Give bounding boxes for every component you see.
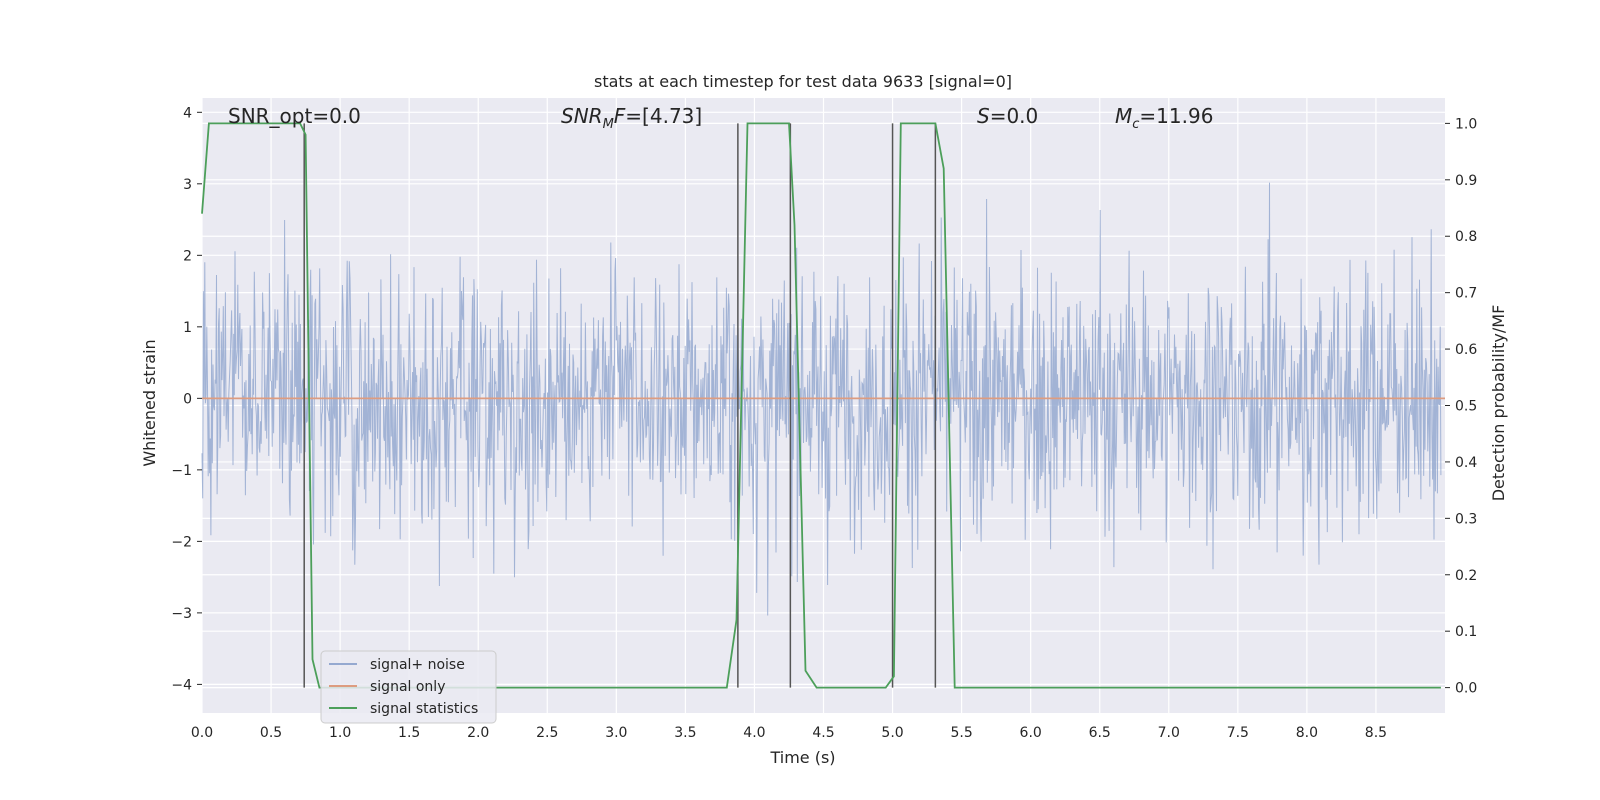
x-tick-label: 4.0 xyxy=(743,725,765,741)
y2-tick-label: 0.2 xyxy=(1455,568,1477,584)
x-tick-label: 1.5 xyxy=(398,725,420,741)
y2-tick-labels: 1.0 0.9 0.8 0.7 0.6 0.5 0.4 0.3 0.2 0.1 0.0 xyxy=(1445,116,1477,697)
annotation-s: S=0.0 xyxy=(977,104,1038,128)
annotation-mc: Mc=11.96 xyxy=(1115,104,1213,132)
y2-tick-label: 0.1 xyxy=(1455,624,1477,640)
y2-tick-label: 0.0 xyxy=(1455,681,1477,697)
y-tick-label: 2 xyxy=(183,248,192,264)
x-tick-label: 0.0 xyxy=(191,725,213,741)
y2-tick-label: 0.5 xyxy=(1455,399,1477,415)
x-tick-label: 8.0 xyxy=(1296,725,1318,741)
x-tick-label: 7.0 xyxy=(1158,725,1180,741)
chart-title: stats at each timestep for test data 963… xyxy=(594,72,1012,91)
x-tick-label: 5.5 xyxy=(950,725,972,741)
annotation-snr-opt: SNR_opt=0.0 xyxy=(228,104,361,128)
x-tick-label: 8.5 xyxy=(1365,725,1387,741)
x-tick-label: 3.0 xyxy=(605,725,627,741)
x-tick-label: 2.0 xyxy=(467,725,489,741)
x-tick-labels: 0.0 0.5 1.0 1.5 2.0 2.5 3.0 3.5 4.0 4.5 5.0 5.5 6.0 6… xyxy=(191,725,1387,741)
y-tick-label: −1 xyxy=(171,463,192,479)
y-tick-label: −4 xyxy=(171,677,192,693)
legend-label-signal-only: signal only xyxy=(370,679,445,695)
x-axis-label: Time (s) xyxy=(769,748,835,767)
y2-tick-label: 0.3 xyxy=(1455,511,1477,527)
legend-label-statistics: signal statistics xyxy=(370,701,478,717)
y-tick-label: −3 xyxy=(171,606,192,622)
noise-trace xyxy=(201,182,1442,616)
y2-axis-label: Detection probability/MF xyxy=(1489,305,1508,502)
y-tick-labels: 4 3 2 1 0 −1 −2 −3 −4 xyxy=(171,105,202,693)
y-tick-label: −2 xyxy=(171,534,192,550)
y-tick-label: 4 xyxy=(183,105,192,121)
y-tick-label: 0 xyxy=(183,391,192,407)
x-tick-label: 4.5 xyxy=(812,725,834,741)
y2-tick-label: 0.9 xyxy=(1455,173,1477,189)
y-tick-label: 3 xyxy=(183,177,192,193)
y2-tick-label: 0.7 xyxy=(1455,286,1477,302)
signal-statistics-series xyxy=(201,122,1441,689)
legend-label-noise: signal+ noise xyxy=(370,657,465,673)
x-tick-label: 2.5 xyxy=(536,725,558,741)
annotation-snr-mf: SNRMF=[4.73] xyxy=(561,104,702,132)
legend-box xyxy=(320,650,497,724)
x-tick-label: 3.5 xyxy=(674,725,696,741)
y2-tick-label: 1.0 xyxy=(1455,116,1477,132)
x-tick-label: 1.0 xyxy=(329,725,351,741)
y2-tick-label: 0.6 xyxy=(1455,342,1477,358)
y2-tick-label: 0.8 xyxy=(1455,229,1477,245)
x-tick-label: 6.0 xyxy=(1020,725,1042,741)
y-axis-label: Whitened strain xyxy=(140,339,159,466)
y2-tick-label: 0.4 xyxy=(1455,455,1477,471)
signal-noise-series xyxy=(201,182,1442,616)
statistics-line xyxy=(201,122,1441,689)
y-tick-label: 1 xyxy=(183,320,192,336)
x-tick-label: 7.5 xyxy=(1227,725,1249,741)
legend: signal+ noise signal only signal statist… xyxy=(320,650,497,724)
x-tick-label: 0.5 xyxy=(260,725,282,741)
x-tick-label: 6.5 xyxy=(1089,725,1111,741)
x-tick-label: 5.0 xyxy=(881,725,903,741)
